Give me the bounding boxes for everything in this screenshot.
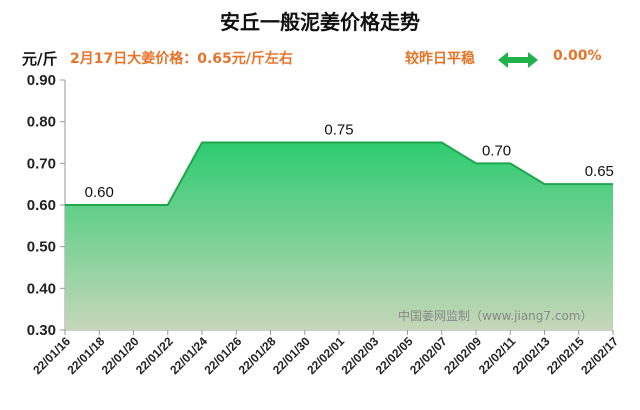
chart-title: 安丘一般泥姜价格走势 <box>220 10 420 34</box>
y-tick-label: 0.90 <box>27 72 56 89</box>
y-tick-label: 0.80 <box>27 114 56 131</box>
y-tick-label: 0.60 <box>27 197 56 214</box>
x-tick-label: 22/02/17 <box>578 334 621 377</box>
data-label: 0.65 <box>585 163 614 180</box>
unit-label: 元/斤 <box>22 50 58 68</box>
change-percent: 0.00% <box>553 48 602 64</box>
y-tick-label: 0.50 <box>27 239 56 256</box>
price-area <box>65 142 613 330</box>
y-tick-label: 0.30 <box>27 322 56 339</box>
price-series <box>65 141 613 330</box>
price-info: 2月17日大姜价格：0.65元/斤左右 <box>70 51 293 67</box>
data-labels: 0.60 0.75 0.70 0.65 <box>85 122 614 202</box>
y-tick-label: 0.40 <box>27 280 56 297</box>
y-tick-label: 0.70 <box>27 155 56 172</box>
price-line <box>65 141 613 206</box>
x-tick-label: 22/02/09 <box>441 334 484 377</box>
data-label: 0.70 <box>482 142 511 159</box>
x-tick-labels: 22/01/1622/01/1822/01/2022/01/2222/01/24… <box>30 330 621 377</box>
data-label: 0.60 <box>85 184 114 201</box>
trend-text: 较昨日平稳 <box>405 51 475 67</box>
watermark: 中国姜网监制（www.jiang7.com） <box>398 308 592 323</box>
y-tick-labels: 0.30 0.40 0.50 0.60 0.70 0.80 0.90 <box>27 72 65 339</box>
double-arrow-icon <box>498 52 538 68</box>
data-label: 0.75 <box>324 122 353 139</box>
